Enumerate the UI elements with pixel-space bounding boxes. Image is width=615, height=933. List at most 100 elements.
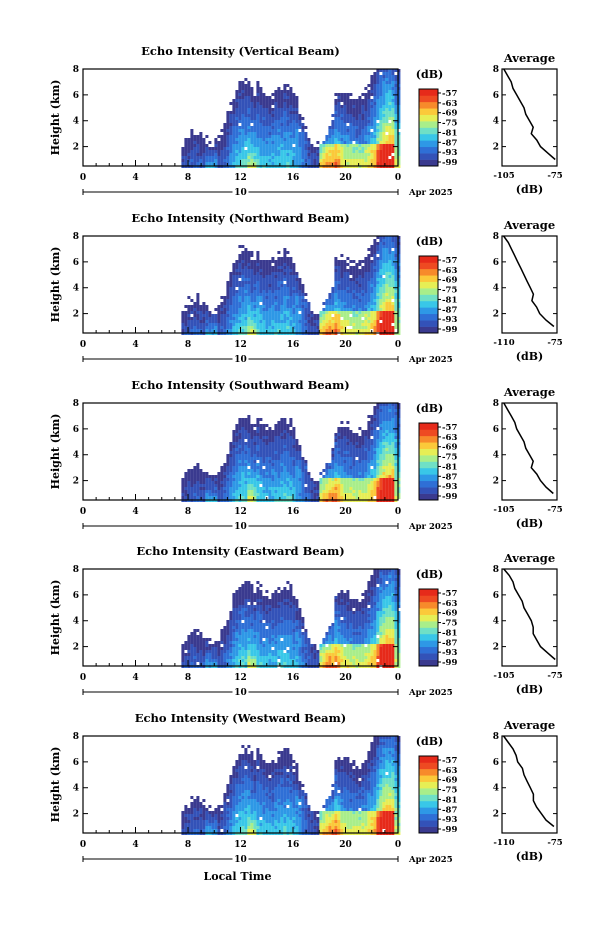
heatmap-cell xyxy=(325,493,328,496)
heatmap-cell xyxy=(364,120,367,123)
heatmap-cell xyxy=(277,159,280,162)
heatmap-cell xyxy=(340,272,343,275)
heatmap-cell xyxy=(319,147,322,150)
heatmap-cell xyxy=(328,308,331,311)
heatmap-cell xyxy=(277,99,280,102)
heatmap-cell xyxy=(187,150,190,153)
heatmap-cell xyxy=(367,320,370,323)
heatmap-cell xyxy=(286,111,289,114)
heatmap-cell xyxy=(388,421,391,424)
heatmap-cell xyxy=(388,245,391,248)
heatmap-cell xyxy=(367,156,370,159)
heatmap-cell xyxy=(256,496,259,499)
heatmap-cell xyxy=(229,323,232,326)
heatmap-cell xyxy=(286,293,289,296)
heatmap-cell xyxy=(289,463,292,466)
heatmap-cell xyxy=(184,329,187,332)
heatmap-cell xyxy=(268,496,271,499)
heatmap-cell xyxy=(346,496,349,499)
heatmap-cell xyxy=(259,493,262,496)
heatmap-cell xyxy=(292,123,295,126)
heatmap-cell xyxy=(292,290,295,293)
heatmap-cell xyxy=(268,138,271,141)
heatmap-cell xyxy=(358,290,361,293)
heatmap-cell xyxy=(256,469,259,472)
heatmap-cell xyxy=(277,290,280,293)
heatmap-cell xyxy=(343,263,346,266)
heatmap-cell xyxy=(187,311,190,314)
heatmap-cell xyxy=(388,129,391,132)
heatmap-cell xyxy=(346,111,349,114)
heatmap-cell xyxy=(244,484,247,487)
heatmap-cell xyxy=(376,329,379,332)
heatmap-cell xyxy=(238,442,241,445)
heatmap-cell xyxy=(376,251,379,254)
heatmap-cell xyxy=(361,454,364,457)
heatmap-cell xyxy=(352,305,355,308)
heatmap-cell xyxy=(259,326,262,329)
heatmap-cell xyxy=(385,445,388,448)
heatmap-cell xyxy=(223,141,226,144)
heatmap-cell xyxy=(214,156,217,159)
heatmap-cell xyxy=(187,305,190,308)
heatmap-cell xyxy=(214,326,217,329)
heatmap-cell xyxy=(373,445,376,448)
heatmap-cell xyxy=(301,284,304,287)
heatmap-cell xyxy=(340,442,343,445)
heatmap-cell xyxy=(340,326,343,329)
heatmap-cell xyxy=(364,466,367,469)
heatmap-cell xyxy=(379,75,382,78)
heatmap-cell xyxy=(379,427,382,430)
heatmap-cell xyxy=(277,451,280,454)
heatmap-cell xyxy=(250,311,253,314)
heatmap-cell xyxy=(190,484,193,487)
heatmap-cell xyxy=(340,162,343,165)
heatmap-cell xyxy=(379,251,382,254)
heatmap-cell xyxy=(382,445,385,448)
heatmap-cell xyxy=(331,320,334,323)
heatmap-cell xyxy=(190,656,193,659)
heatmap-cell xyxy=(304,135,307,138)
heatmap-cell xyxy=(250,147,253,150)
heatmap-cell xyxy=(202,487,205,490)
heatmap-cell xyxy=(247,281,250,284)
heatmap-cell xyxy=(394,424,397,427)
heatmap-cell xyxy=(268,287,271,290)
heatmap-cell xyxy=(310,496,313,499)
heatmap-cell xyxy=(238,138,241,141)
heatmap-cell xyxy=(385,424,388,427)
heatmap-cell xyxy=(385,457,388,460)
heatmap-cell xyxy=(334,120,337,123)
heatmap-cell xyxy=(247,93,250,96)
heatmap-cell xyxy=(355,317,358,320)
heatmap-cell xyxy=(202,659,205,662)
heatmap-cell xyxy=(238,433,241,436)
heatmap-cell xyxy=(391,251,394,254)
heatmap-cell xyxy=(340,117,343,120)
heatmap-cell xyxy=(325,162,328,165)
heatmap-cell xyxy=(388,418,391,421)
heatmap-cell xyxy=(277,129,280,132)
heatmap-cell xyxy=(181,311,184,314)
heatmap-cell xyxy=(343,150,346,153)
heatmap-cell xyxy=(337,451,340,454)
heatmap-cell xyxy=(271,272,274,275)
heatmap-cell xyxy=(250,290,253,293)
heatmap-cell xyxy=(253,284,256,287)
heatmap-cell xyxy=(277,87,280,90)
heatmap-cell xyxy=(214,144,217,147)
heatmap-cell xyxy=(376,284,379,287)
heatmap-cell xyxy=(226,141,229,144)
average-y-label: 2 xyxy=(493,310,499,320)
heatmap-cell xyxy=(340,99,343,102)
heatmap-cell xyxy=(205,162,208,165)
heatmap-cell xyxy=(301,314,304,317)
heatmap-cell xyxy=(274,460,277,463)
heatmap-cell xyxy=(322,320,325,323)
heatmap-cell xyxy=(226,475,229,478)
heatmap-cell xyxy=(232,102,235,105)
heatmap-cell xyxy=(205,472,208,475)
heatmap-cell xyxy=(286,463,289,466)
heatmap-cell xyxy=(217,487,220,490)
colorbar-swatch xyxy=(419,468,438,475)
